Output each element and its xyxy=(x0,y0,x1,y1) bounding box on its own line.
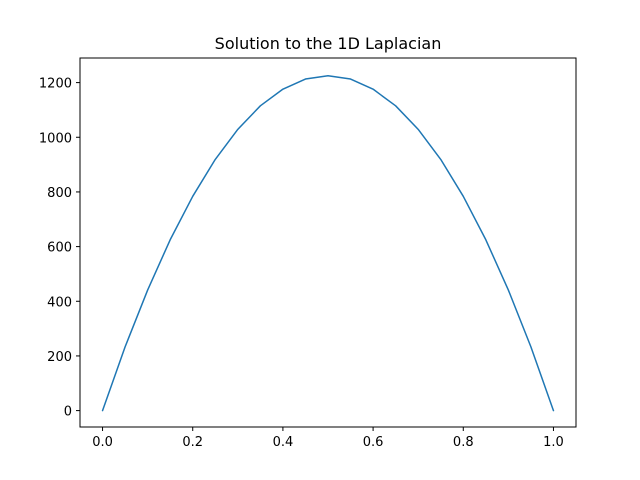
y-tick-label: 400 xyxy=(47,295,72,310)
plot-area xyxy=(101,75,555,412)
x-tick-label: 0.0 xyxy=(92,435,113,450)
chart-title: Solution to the 1D Laplacian xyxy=(215,34,442,53)
y-tick-label: 800 xyxy=(47,186,72,201)
y-tick-label: 1200 xyxy=(39,77,72,92)
x-tick-label: 0.6 xyxy=(363,435,384,450)
x-axis: 0.0 0.2 0.4 0.6 0.8 1.0 xyxy=(92,427,564,450)
x-tick-label: 0.8 xyxy=(453,435,474,450)
x-tick-label: 1.0 xyxy=(543,435,564,450)
y-tick-label: 600 xyxy=(47,241,72,256)
series-line-0 xyxy=(101,75,555,412)
y-tick-label: 1000 xyxy=(39,131,72,146)
y-tick-label: 0 xyxy=(64,405,72,420)
x-tick-label: 0.2 xyxy=(182,435,203,450)
axes-frame xyxy=(79,57,577,428)
y-tick-label: 200 xyxy=(47,350,72,365)
y-axis: 0 200 400 600 800 1000 1200 xyxy=(39,77,80,420)
x-tick-label: 0.4 xyxy=(273,435,294,450)
